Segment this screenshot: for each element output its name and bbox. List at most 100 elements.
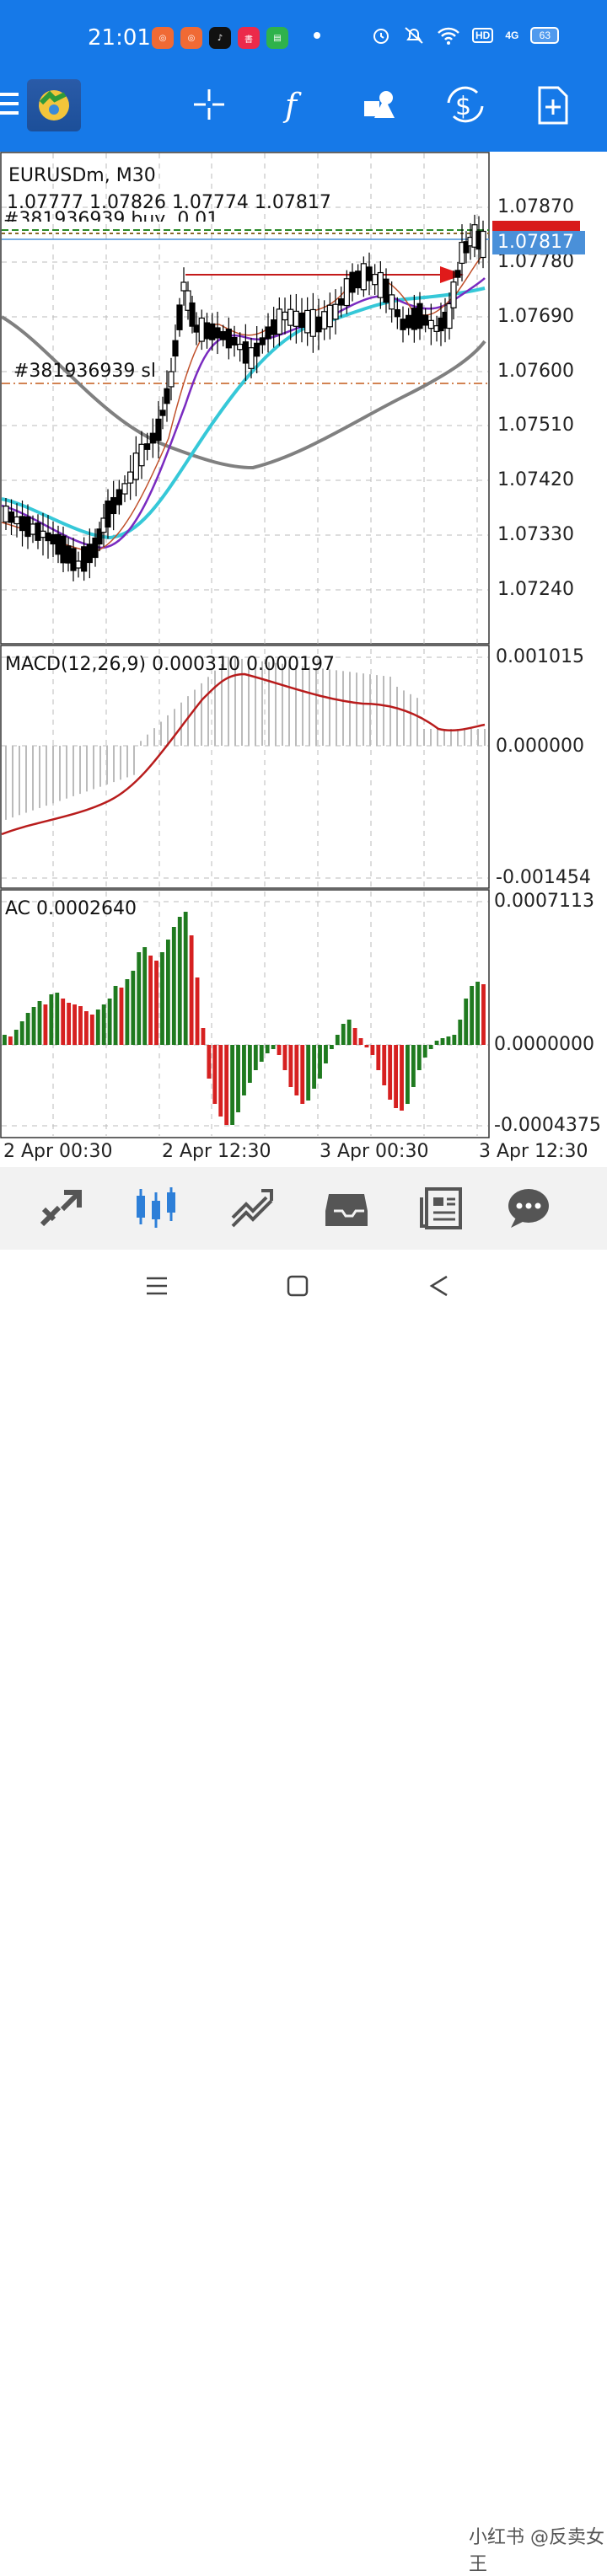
macd-bar	[86, 746, 88, 792]
indicators-icon[interactable]: f	[275, 84, 315, 125]
candle-body	[180, 281, 187, 292]
ac-bar	[394, 1045, 399, 1108]
candle-body	[86, 544, 93, 564]
alarm-icon	[373, 29, 389, 44]
ac-bar	[242, 1045, 246, 1095]
app-logo-icon	[39, 90, 69, 120]
ac-bar	[406, 1045, 410, 1104]
candle-body	[326, 304, 333, 328]
candle-body	[343, 278, 350, 307]
ac-bar	[306, 1045, 311, 1101]
macd-bar	[174, 709, 175, 746]
chart-canvas[interactable]	[0, 152, 607, 1167]
ac-bar	[148, 956, 153, 1045]
macd-bar	[282, 663, 283, 746]
back-icon[interactable]	[428, 1275, 450, 1297]
macd-bar	[248, 659, 250, 746]
candle-body	[454, 270, 461, 278]
macd-bar	[153, 728, 155, 746]
macd-bar	[147, 734, 148, 746]
macd-bar	[241, 658, 243, 746]
candle-body	[75, 560, 82, 569]
status-time: 21:01	[88, 25, 151, 51]
ac-tick-label: -0.0004375	[494, 1115, 601, 1136]
chart-icon[interactable]	[132, 1184, 180, 1233]
candle-body	[422, 314, 429, 326]
macd-bar	[309, 667, 310, 746]
candle-body	[189, 302, 196, 327]
candle-body	[446, 303, 453, 329]
moving-average-long	[0, 315, 486, 470]
candle-body	[70, 548, 77, 571]
objects-icon[interactable]	[359, 84, 400, 125]
menu-icon[interactable]	[0, 93, 19, 116]
ac-bar	[195, 977, 200, 1045]
crosshair-icon[interactable]	[189, 84, 229, 125]
ac-bar	[364, 1045, 369, 1047]
candle-body	[406, 314, 412, 329]
candle-body	[198, 317, 205, 342]
current-price-tag: 1.07817	[492, 231, 585, 254]
price-tick-label: 1.07330	[497, 524, 574, 545]
xiaohongshu-icon: 書	[238, 27, 260, 49]
macd-bar	[336, 670, 337, 746]
ac-bar	[312, 1045, 317, 1089]
new-order-icon[interactable]	[533, 84, 573, 125]
macd-signal-line	[1, 672, 486, 836]
ac-bar	[265, 1045, 270, 1053]
macd-bar	[423, 729, 425, 746]
ac-bar	[83, 1011, 89, 1045]
news-icon[interactable]	[416, 1184, 465, 1233]
macd-tick-label: 0.000000	[496, 736, 584, 757]
macd-bar	[416, 698, 418, 746]
macd-bar	[450, 729, 452, 746]
battery-icon: 63	[530, 27, 560, 44]
candle-body	[115, 489, 122, 506]
trade-icon[interactable]: $	[445, 84, 486, 125]
messages-icon[interactable]	[504, 1184, 553, 1233]
candle-body	[321, 311, 328, 329]
chart-area[interactable]: EURUSDm, M30 1.07777 1.07826 1.07774 1.0…	[0, 152, 607, 1167]
price-tick-label: 1.07600	[497, 361, 574, 382]
time-tick-label: 2 Apr 12:30	[162, 1141, 271, 1162]
macd-bar	[477, 729, 479, 746]
candle-body	[96, 528, 103, 545]
quotes-icon[interactable]	[37, 1184, 86, 1233]
candle-body	[65, 545, 72, 564]
candle-body	[293, 310, 299, 327]
macd-bar	[12, 746, 13, 818]
macd-bar	[302, 666, 304, 746]
macd-bar	[268, 661, 270, 746]
stop-loss-label[interactable]: #381936939 sl	[13, 361, 156, 382]
ac-bar	[318, 1045, 322, 1079]
macd-bar	[46, 746, 47, 806]
home-icon[interactable]	[287, 1275, 309, 1297]
ac-bar	[142, 947, 148, 1045]
status-right: HD 4G 63	[371, 25, 560, 46]
macd-panel-frame	[0, 645, 490, 889]
candle-body	[149, 432, 156, 444]
candle-body	[349, 271, 356, 293]
ac-bar	[446, 1036, 451, 1045]
history-icon[interactable]	[322, 1184, 371, 1233]
ohlc-readout: 1.07777 1.07826 1.07774 1.07817	[7, 192, 331, 213]
ac-bar	[49, 994, 54, 1045]
time-tick-label: 2 Apr 00:30	[3, 1141, 113, 1162]
candle-body	[144, 443, 151, 450]
candle-body	[372, 274, 379, 286]
candle-body	[220, 330, 227, 340]
order-line-label[interactable]: #381936939 buy, 0.01	[3, 209, 219, 230]
ac-bar	[154, 961, 158, 1045]
recent-apps-icon[interactable]	[145, 1275, 169, 1297]
app-logo[interactable]	[27, 79, 81, 131]
time-tick-label: 3 Apr 00:30	[320, 1141, 429, 1162]
candle-body	[225, 328, 232, 349]
candle-body	[416, 303, 423, 329]
candle-body	[338, 298, 345, 306]
trade-nav-icon[interactable]	[228, 1184, 277, 1233]
macd-bar	[194, 689, 196, 746]
candle-body	[13, 516, 20, 525]
candle-body	[355, 270, 362, 289]
macd-bar	[25, 746, 27, 813]
macd-bar	[288, 664, 290, 746]
